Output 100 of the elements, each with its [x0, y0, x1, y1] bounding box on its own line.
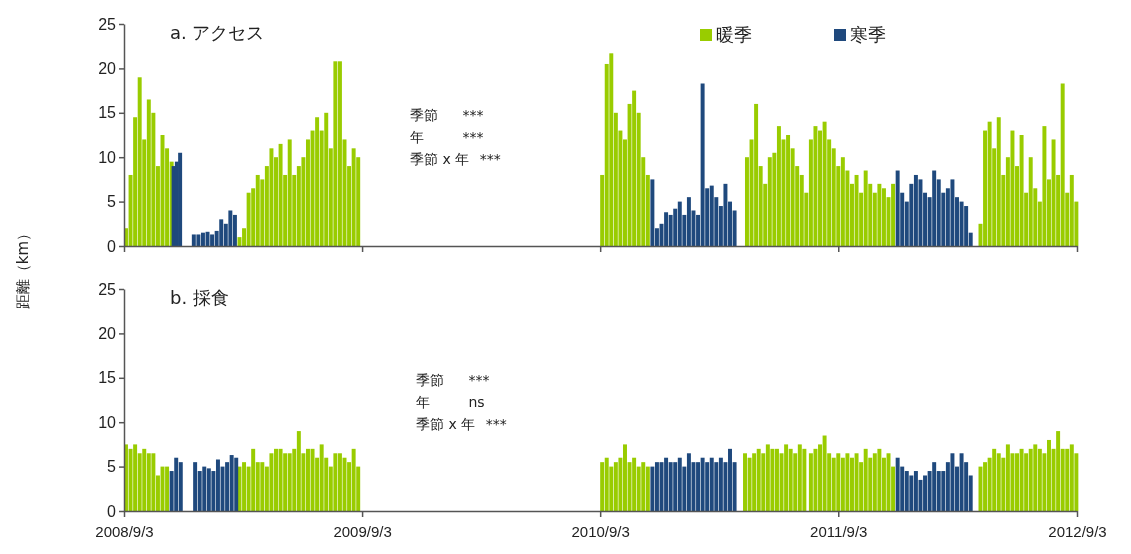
y-tick-label: 10 [98, 148, 117, 166]
bar [146, 453, 151, 511]
bar [754, 103, 759, 246]
bar [895, 457, 900, 511]
bar [854, 174, 859, 246]
bar [987, 121, 992, 246]
bar [786, 135, 791, 246]
bar [191, 234, 196, 246]
bar [613, 462, 618, 511]
bar [718, 457, 723, 511]
bar [668, 462, 673, 511]
bar [242, 462, 247, 511]
bar [193, 462, 198, 511]
bar [128, 448, 133, 511]
bar [609, 53, 614, 246]
bar [278, 448, 283, 511]
bar [650, 179, 655, 246]
bar [895, 170, 900, 246]
bar [174, 457, 179, 511]
bar [677, 457, 682, 511]
bar [178, 152, 183, 246]
bar [752, 453, 757, 511]
bar [913, 174, 918, 246]
bar [909, 475, 914, 511]
bar [959, 453, 964, 511]
bar [142, 448, 147, 511]
text: 年 *** [410, 129, 484, 145]
bar [1010, 130, 1015, 246]
bar [813, 448, 818, 511]
bar [278, 143, 283, 246]
text: 年 ns [416, 394, 485, 410]
bar [664, 212, 669, 246]
x-tick-label: 2009/9/3 [333, 522, 392, 540]
bar [219, 219, 224, 246]
bar [234, 457, 239, 511]
text: 季節 *** [410, 107, 484, 123]
bar [287, 453, 292, 511]
bar [310, 448, 315, 511]
bar [315, 117, 320, 246]
bar [337, 61, 342, 246]
bar [705, 462, 710, 511]
bar [686, 453, 691, 511]
bar [641, 462, 646, 511]
chart-title: a. アクセス [170, 22, 265, 43]
bar [950, 179, 955, 246]
bar [333, 61, 338, 246]
bar [632, 90, 637, 246]
bar [877, 448, 882, 511]
bar [723, 183, 728, 246]
bar [1005, 444, 1010, 511]
legend-label: 暖季 [716, 24, 752, 45]
bar [996, 453, 1001, 511]
y-tick-label: 15 [98, 369, 117, 387]
y-axis-title: 距離（km） [14, 225, 32, 310]
y-tick-label: 25 [98, 280, 117, 298]
bar [251, 448, 256, 511]
bar [296, 431, 301, 511]
bar [808, 453, 813, 511]
x-tick-label: 2008/9/3 [95, 522, 154, 540]
bar [813, 126, 818, 246]
bar [767, 157, 772, 246]
bar [600, 462, 605, 511]
y-tick-label: 5 [107, 193, 117, 211]
bar [1019, 135, 1024, 246]
bar [1051, 139, 1056, 246]
bar [840, 457, 845, 511]
bar [932, 170, 937, 246]
bar [205, 231, 210, 246]
bar [632, 457, 637, 511]
bar [877, 183, 882, 246]
bar [747, 457, 752, 511]
bar [232, 214, 237, 246]
bar [269, 453, 274, 511]
bar [996, 117, 1001, 246]
bar [891, 183, 896, 246]
bar [904, 471, 909, 511]
x-tick-label: 2012/9/3 [1048, 522, 1107, 540]
bar [709, 457, 714, 511]
annotation: 季節 x 年 *** [410, 151, 501, 167]
bar [714, 462, 719, 511]
bar [351, 448, 356, 511]
bar [1065, 448, 1070, 511]
bar [700, 457, 705, 511]
bar [709, 185, 714, 246]
bar [686, 197, 691, 246]
bar [319, 444, 324, 511]
bar [992, 448, 997, 511]
bar [650, 466, 655, 511]
bar [788, 448, 793, 511]
bar [255, 174, 260, 246]
bar [645, 466, 650, 511]
bar [840, 157, 845, 246]
chart-title: b. 採食 [170, 287, 229, 308]
y-tick-label: 25 [98, 15, 117, 33]
bar [351, 148, 356, 246]
bar [822, 121, 827, 246]
bar [770, 448, 775, 511]
bar [246, 192, 251, 246]
bar [950, 453, 955, 511]
y-tick-label: 0 [107, 502, 117, 520]
